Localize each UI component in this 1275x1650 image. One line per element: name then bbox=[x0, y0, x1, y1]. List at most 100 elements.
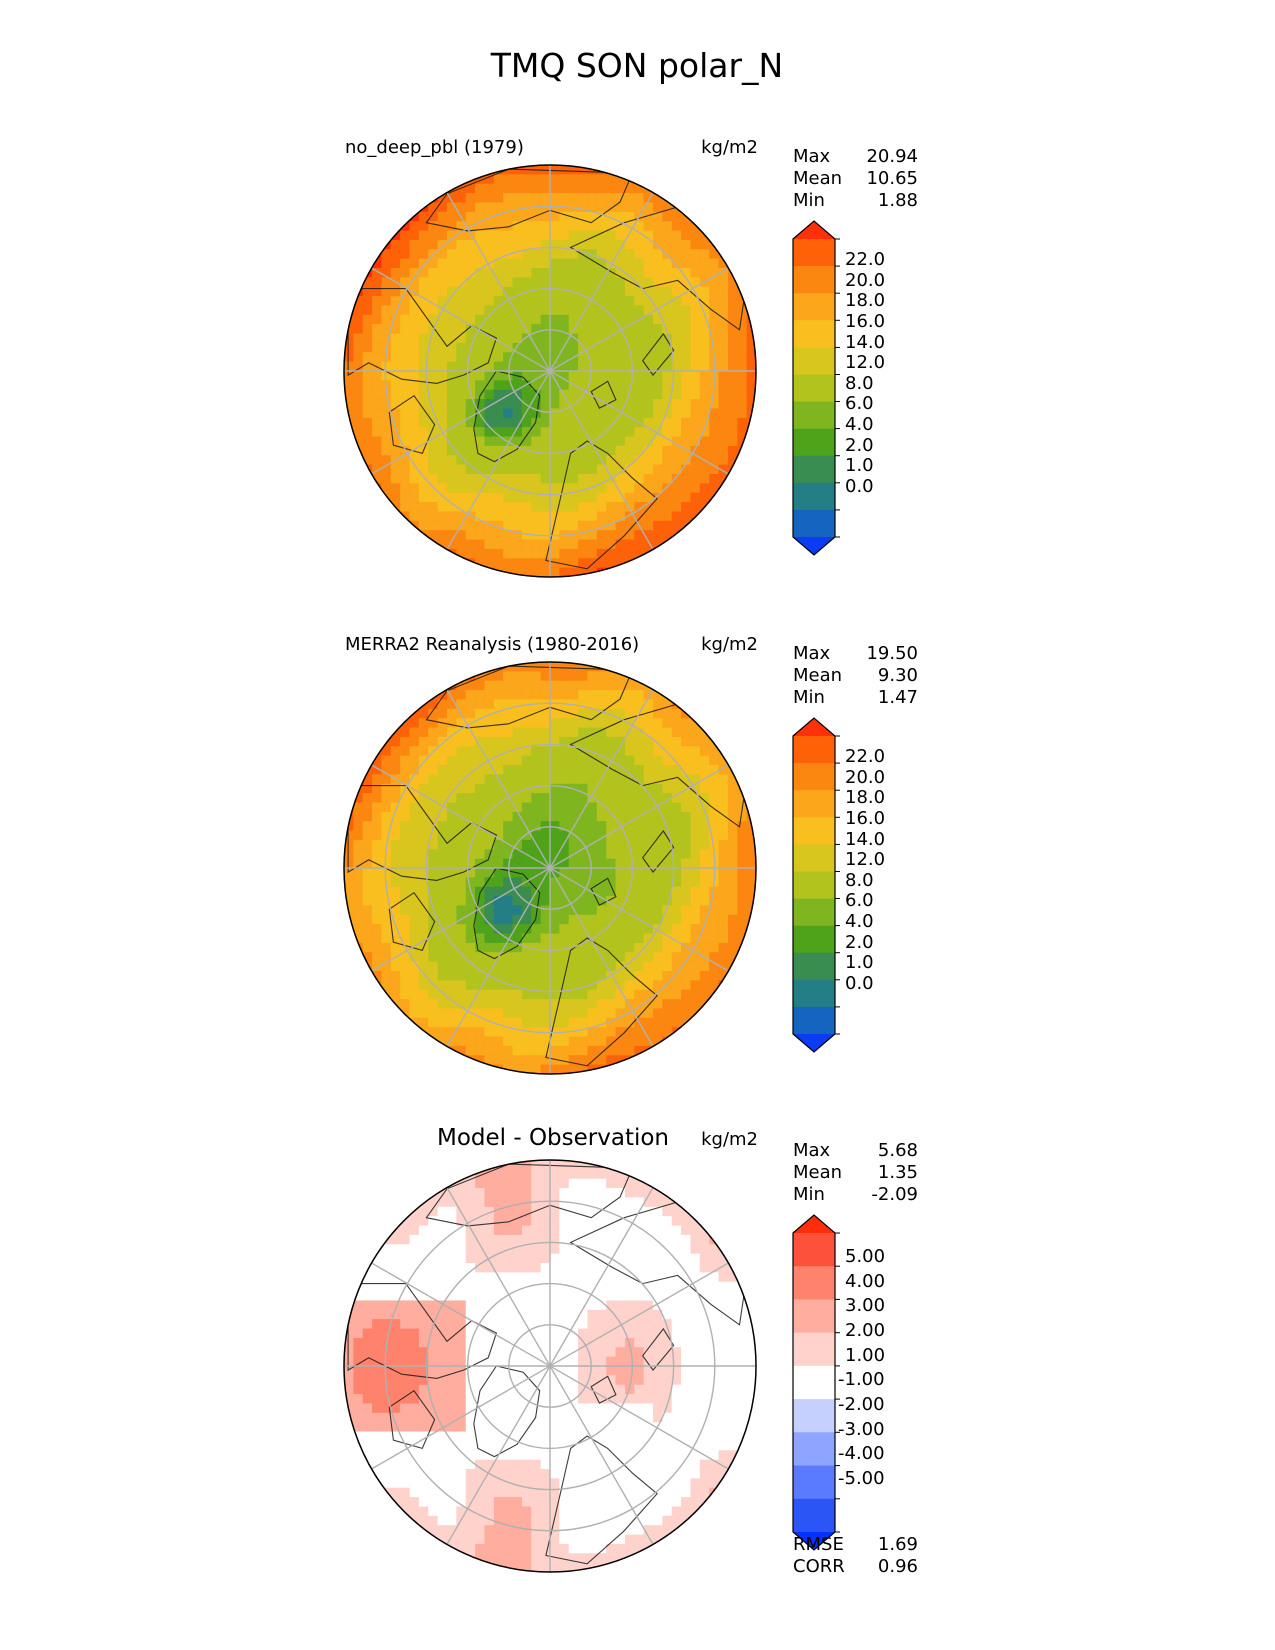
field-cell bbox=[400, 436, 411, 447]
field-cell bbox=[662, 1478, 673, 1489]
field-cell bbox=[465, 427, 476, 438]
field-cell bbox=[456, 1244, 467, 1255]
field-cell bbox=[362, 1281, 373, 1292]
field-cell bbox=[409, 1216, 420, 1227]
field-cell bbox=[737, 886, 748, 897]
field-cell bbox=[653, 1328, 663, 1339]
field-cell bbox=[690, 821, 701, 832]
field-cell bbox=[671, 380, 682, 391]
field-cell bbox=[512, 530, 523, 541]
field-cell bbox=[344, 933, 354, 944]
field-cell bbox=[662, 333, 673, 344]
field-cell bbox=[690, 793, 701, 804]
field-cell bbox=[709, 455, 720, 466]
field-cell bbox=[484, 211, 495, 222]
field-cell bbox=[606, 680, 617, 691]
field-cell bbox=[540, 333, 551, 344]
field-cell bbox=[746, 342, 756, 353]
field-cell bbox=[624, 445, 635, 456]
field-cell bbox=[540, 942, 551, 953]
field-cell bbox=[362, 952, 373, 963]
field-cell bbox=[503, 1169, 514, 1180]
field-cell bbox=[671, 352, 682, 363]
field-cell bbox=[512, 942, 523, 953]
field-cell bbox=[624, 1045, 635, 1056]
field-cell bbox=[643, 361, 654, 372]
colorbar-segment bbox=[793, 239, 835, 267]
field-cell bbox=[568, 165, 579, 175]
field-cell bbox=[503, 1055, 514, 1066]
field-cell bbox=[671, 1506, 682, 1517]
field-cell bbox=[437, 690, 448, 701]
field-cell bbox=[531, 1431, 542, 1442]
field-cell bbox=[484, 774, 495, 785]
field-cell bbox=[437, 755, 448, 766]
field-cell bbox=[381, 914, 392, 925]
field-cell bbox=[662, 389, 673, 400]
field-cell bbox=[521, 436, 532, 447]
field-cell bbox=[521, 474, 532, 484]
field-cell bbox=[578, 1027, 589, 1038]
field-cell bbox=[568, 774, 579, 785]
field-cell bbox=[372, 989, 383, 1000]
field-cell bbox=[531, 1356, 542, 1367]
field-cell bbox=[709, 1300, 720, 1311]
field-cell bbox=[662, 942, 673, 953]
field-cell bbox=[662, 1375, 673, 1386]
field-cell bbox=[559, 793, 570, 804]
field-cell bbox=[400, 389, 411, 400]
field-cell bbox=[390, 905, 401, 916]
field-cell bbox=[456, 1234, 467, 1245]
field-cell bbox=[671, 1225, 682, 1236]
field-cell bbox=[587, 1366, 598, 1376]
field-cell bbox=[737, 399, 748, 410]
field-cell bbox=[484, 1431, 495, 1442]
field-cell bbox=[624, 1008, 635, 1019]
field-cell bbox=[568, 1188, 579, 1199]
field-cell bbox=[718, 286, 729, 297]
field-cell bbox=[456, 1328, 467, 1339]
colorbar-segment bbox=[793, 898, 835, 927]
field-cell bbox=[615, 427, 626, 438]
field-cell bbox=[653, 548, 663, 559]
field-cell bbox=[475, 1543, 486, 1554]
field-cell bbox=[465, 914, 476, 925]
field-cell bbox=[475, 971, 486, 981]
field-cell bbox=[484, 314, 495, 325]
field-cell bbox=[587, 671, 598, 682]
field-cell bbox=[587, 765, 598, 775]
field-cell bbox=[624, 1422, 635, 1433]
field-cell bbox=[362, 361, 373, 372]
field-cell bbox=[521, 896, 532, 907]
field-cell bbox=[400, 999, 411, 1010]
field-cell bbox=[634, 699, 645, 710]
field-cell bbox=[447, 211, 457, 222]
field-cell bbox=[653, 361, 663, 372]
field-cell bbox=[409, 1253, 420, 1264]
field-cell bbox=[709, 258, 720, 269]
field-cell bbox=[634, 324, 645, 335]
field-cell bbox=[671, 877, 682, 888]
field-cell bbox=[718, 1412, 729, 1423]
field-cell bbox=[409, 1027, 420, 1038]
field-cell bbox=[493, 352, 504, 363]
field-cell bbox=[512, 971, 523, 981]
field-cell bbox=[568, 718, 579, 729]
field-cell bbox=[512, 765, 523, 775]
field-cell bbox=[718, 942, 729, 953]
field-cell bbox=[353, 1291, 364, 1302]
field-cell bbox=[559, 258, 570, 269]
field-cell bbox=[409, 1412, 420, 1423]
colorbar-segment bbox=[793, 428, 835, 457]
field-cell bbox=[596, 718, 607, 729]
field-cell bbox=[634, 746, 645, 757]
field-cell bbox=[699, 830, 710, 841]
field-cell bbox=[484, 1272, 495, 1283]
field-cell bbox=[381, 296, 392, 307]
field-cell bbox=[634, 690, 645, 701]
field-cell bbox=[456, 971, 467, 981]
field-cell bbox=[512, 286, 523, 297]
field-cell bbox=[690, 455, 701, 466]
field-cell bbox=[653, 1337, 663, 1348]
field-cell bbox=[578, 1515, 589, 1526]
